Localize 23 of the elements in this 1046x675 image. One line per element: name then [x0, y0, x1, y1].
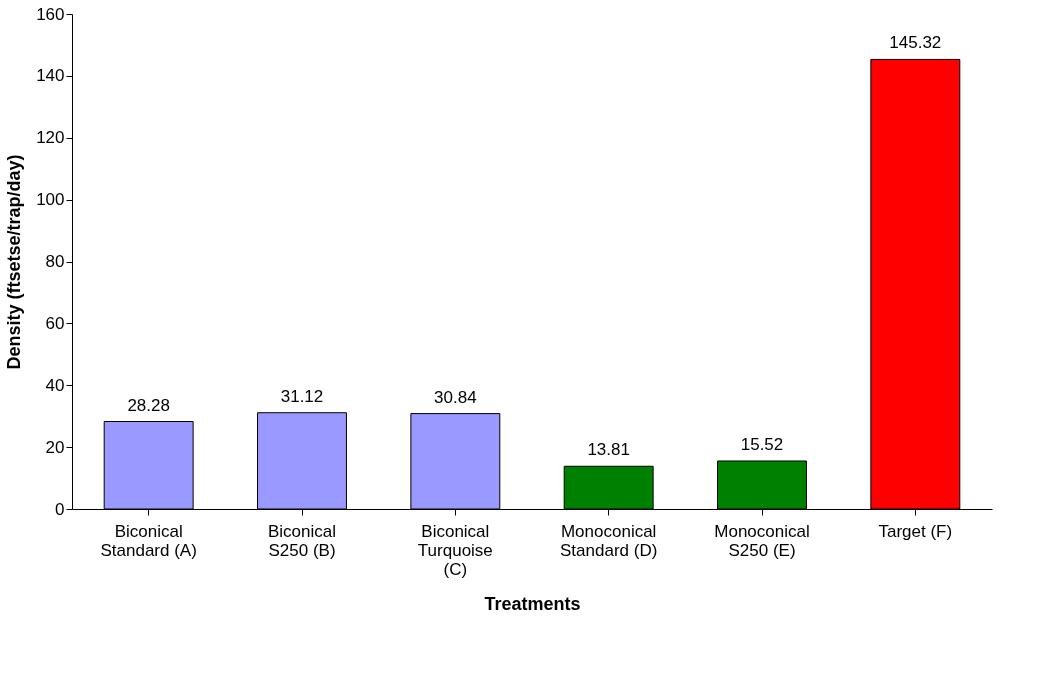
- y-axis-title: Density (ftsetse/trap/day): [4, 154, 25, 370]
- data-label: 145.32: [889, 33, 942, 53]
- y-tick-label: 40: [45, 375, 65, 395]
- y-tick-label: 20: [45, 437, 65, 457]
- data-label: 30.84: [434, 387, 477, 407]
- x-tick-label: Target (F): [878, 521, 953, 541]
- y-tick-label: 100: [36, 190, 65, 210]
- data-label: 31.12: [280, 386, 324, 406]
- y-tick-label: 0: [55, 499, 65, 519]
- data-label: 28.28: [127, 395, 170, 415]
- y-tick-label: 160: [36, 4, 65, 24]
- y-tick-label: 60: [45, 313, 65, 333]
- x-tick-label: Monoconical S250 (E): [714, 521, 810, 560]
- x-tick-label: Biconical Turquoise (C): [417, 521, 493, 579]
- data-label: 15.52: [740, 434, 784, 454]
- y-tick-label: 120: [36, 128, 65, 148]
- x-tick-label: Biconical S250 (B): [267, 521, 337, 560]
- x-axis-title: Treatments: [484, 593, 581, 614]
- x-tick-label: Monoconical Standard (D): [560, 521, 658, 560]
- x-tick-label: Biconical Standard (A): [100, 521, 197, 560]
- y-tick-label: 80: [45, 252, 65, 271]
- y-tick-label: 140: [36, 66, 65, 86]
- data-label: 13.81: [587, 440, 630, 460]
